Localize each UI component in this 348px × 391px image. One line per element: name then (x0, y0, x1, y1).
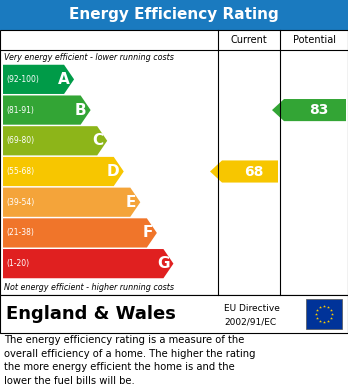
Text: 68: 68 (244, 165, 264, 179)
Text: Energy Efficiency Rating: Energy Efficiency Rating (69, 7, 279, 23)
Polygon shape (3, 249, 173, 278)
Text: (92-100): (92-100) (6, 75, 39, 84)
Bar (0, 0, 348, 30)
Text: C: C (92, 133, 103, 148)
Text: G: G (157, 256, 169, 271)
Text: (21-38): (21-38) (6, 228, 34, 237)
Text: (55-68): (55-68) (6, 167, 34, 176)
Text: D: D (107, 164, 120, 179)
Text: Very energy efficient - lower running costs: Very energy efficient - lower running co… (4, 52, 174, 61)
Text: Not energy efficient - higher running costs: Not energy efficient - higher running co… (4, 283, 174, 292)
Polygon shape (272, 99, 346, 121)
Bar (306, 299, 342, 329)
Polygon shape (3, 188, 140, 217)
Polygon shape (3, 65, 74, 94)
Polygon shape (3, 218, 157, 248)
Text: (69-80): (69-80) (6, 136, 34, 145)
Polygon shape (3, 157, 124, 186)
Text: E: E (126, 195, 136, 210)
Text: (1-20): (1-20) (6, 259, 29, 268)
Text: (81-91): (81-91) (6, 106, 34, 115)
Text: (39-54): (39-54) (6, 198, 34, 207)
Text: The energy efficiency rating is a measure of the
overall efficiency of a home. T: The energy efficiency rating is a measur… (4, 335, 255, 386)
Polygon shape (210, 160, 278, 183)
Text: England & Wales: England & Wales (6, 305, 176, 323)
Polygon shape (3, 95, 90, 125)
Bar (0, 30, 348, 295)
Text: 2002/91/EC: 2002/91/EC (224, 317, 276, 326)
Text: Current: Current (231, 35, 267, 45)
Text: F: F (142, 226, 153, 240)
Polygon shape (3, 126, 107, 155)
Text: Potential: Potential (293, 35, 335, 45)
Text: 83: 83 (309, 103, 329, 117)
Text: EU Directive: EU Directive (224, 304, 280, 313)
Bar (0, 295, 348, 333)
Text: A: A (58, 72, 70, 87)
Text: B: B (75, 102, 87, 118)
